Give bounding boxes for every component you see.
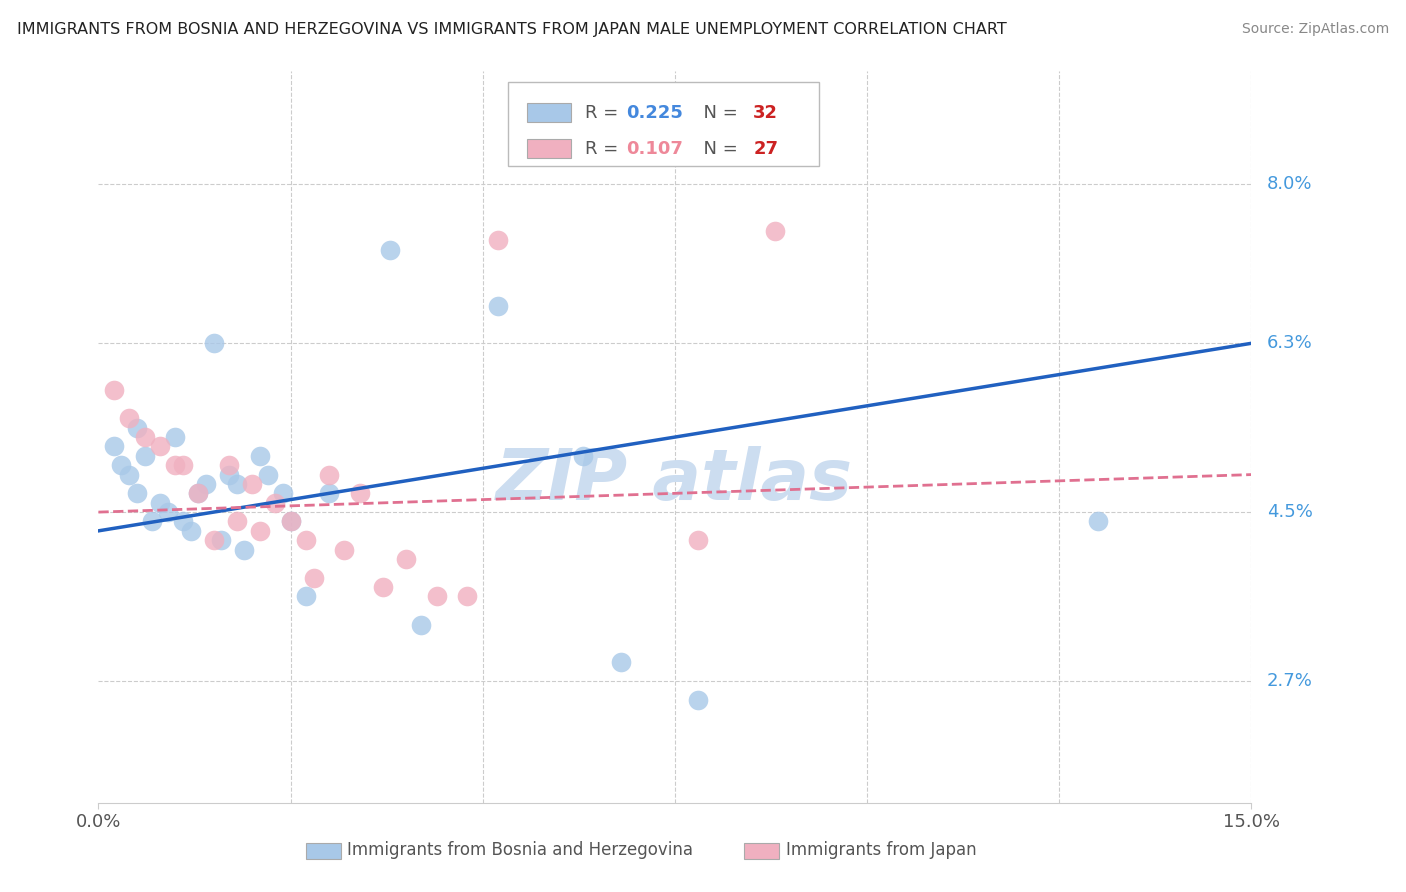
Point bbox=[172, 458, 194, 473]
Point bbox=[156, 505, 179, 519]
Point bbox=[411, 617, 433, 632]
Point bbox=[218, 458, 240, 473]
Point bbox=[240, 477, 263, 491]
Point bbox=[295, 533, 318, 548]
Point bbox=[103, 440, 125, 454]
Text: 2.7%: 2.7% bbox=[1267, 672, 1313, 690]
Point bbox=[486, 233, 509, 247]
Text: R =: R = bbox=[585, 103, 624, 122]
Point bbox=[165, 430, 187, 444]
Point bbox=[295, 590, 318, 604]
Text: Immigrants from Bosnia and Herzegovina: Immigrants from Bosnia and Herzegovina bbox=[347, 841, 693, 859]
Text: N =: N = bbox=[692, 140, 744, 158]
Text: 27: 27 bbox=[754, 140, 779, 158]
Text: 8.0%: 8.0% bbox=[1267, 175, 1312, 193]
Point bbox=[149, 496, 172, 510]
Point bbox=[118, 411, 141, 425]
Point bbox=[149, 440, 172, 454]
Point bbox=[371, 580, 394, 594]
Point bbox=[134, 449, 156, 463]
Point bbox=[318, 467, 340, 482]
Point bbox=[426, 590, 449, 604]
Text: N =: N = bbox=[692, 103, 744, 122]
Point bbox=[218, 467, 240, 482]
Point bbox=[256, 467, 278, 482]
Point bbox=[456, 590, 478, 604]
Point bbox=[280, 515, 302, 529]
Point bbox=[110, 458, 132, 473]
Point bbox=[195, 477, 218, 491]
Point bbox=[571, 449, 593, 463]
Point bbox=[125, 420, 148, 434]
FancyBboxPatch shape bbox=[307, 843, 340, 859]
Point bbox=[249, 524, 271, 538]
Point bbox=[249, 449, 271, 463]
Point bbox=[225, 515, 247, 529]
Text: IMMIGRANTS FROM BOSNIA AND HERZEGOVINA VS IMMIGRANTS FROM JAPAN MALE UNEMPLOYMEN: IMMIGRANTS FROM BOSNIA AND HERZEGOVINA V… bbox=[17, 22, 1007, 37]
Point bbox=[280, 515, 302, 529]
Point bbox=[349, 486, 371, 500]
Point bbox=[165, 458, 187, 473]
Text: 4.5%: 4.5% bbox=[1267, 503, 1313, 521]
Text: 0.107: 0.107 bbox=[627, 140, 683, 158]
Point bbox=[233, 542, 256, 557]
Point bbox=[118, 467, 141, 482]
Point bbox=[610, 655, 633, 669]
Point bbox=[202, 336, 225, 351]
Text: Source: ZipAtlas.com: Source: ZipAtlas.com bbox=[1241, 22, 1389, 37]
Point bbox=[125, 486, 148, 500]
Point bbox=[172, 515, 194, 529]
Text: 0.225: 0.225 bbox=[627, 103, 683, 122]
Point bbox=[103, 383, 125, 397]
Point bbox=[202, 533, 225, 548]
Point bbox=[209, 533, 232, 548]
Point bbox=[302, 571, 325, 585]
Point bbox=[264, 496, 287, 510]
FancyBboxPatch shape bbox=[744, 843, 779, 859]
Text: 32: 32 bbox=[754, 103, 779, 122]
Point bbox=[333, 542, 356, 557]
FancyBboxPatch shape bbox=[508, 82, 820, 167]
Point bbox=[187, 486, 209, 500]
Text: R =: R = bbox=[585, 140, 624, 158]
Point bbox=[486, 299, 509, 313]
Point bbox=[763, 224, 786, 238]
Point bbox=[225, 477, 247, 491]
Point bbox=[180, 524, 202, 538]
Text: ZIP atlas: ZIP atlas bbox=[496, 447, 853, 516]
Point bbox=[271, 486, 294, 500]
Point bbox=[134, 430, 156, 444]
Point bbox=[395, 552, 418, 566]
FancyBboxPatch shape bbox=[527, 139, 571, 159]
Point bbox=[141, 515, 163, 529]
FancyBboxPatch shape bbox=[527, 103, 571, 122]
Text: Immigrants from Japan: Immigrants from Japan bbox=[786, 841, 976, 859]
Point bbox=[318, 486, 340, 500]
Point bbox=[380, 243, 402, 257]
Point bbox=[1087, 515, 1109, 529]
Point bbox=[686, 692, 709, 706]
Point bbox=[686, 533, 709, 548]
Point bbox=[187, 486, 209, 500]
Text: 6.3%: 6.3% bbox=[1267, 334, 1312, 352]
